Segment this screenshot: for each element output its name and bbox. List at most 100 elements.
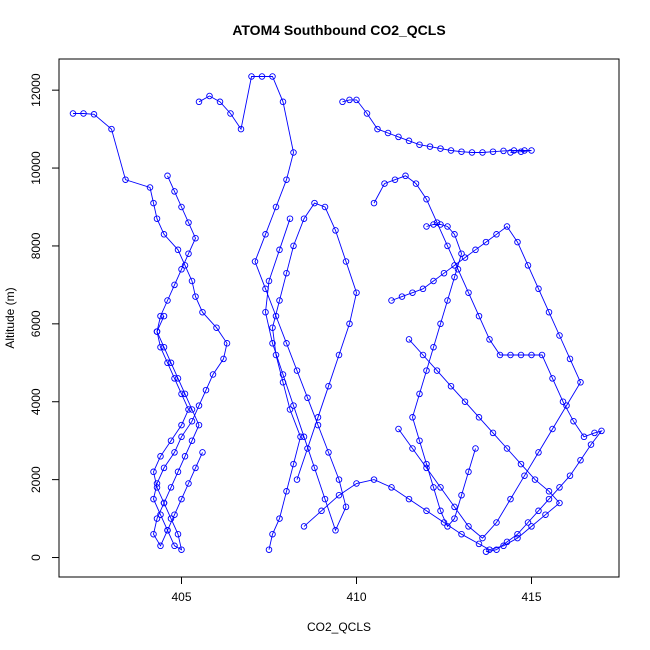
series-7 bbox=[409, 221, 479, 530]
data-point bbox=[157, 312, 164, 320]
x-tick-label: 405 bbox=[171, 590, 191, 604]
data-point bbox=[346, 320, 353, 328]
data-point bbox=[265, 546, 273, 553]
data-point bbox=[262, 308, 269, 316]
data-point bbox=[290, 402, 297, 409]
data-point bbox=[199, 308, 206, 316]
data-point bbox=[391, 176, 399, 183]
data-point bbox=[258, 73, 266, 80]
data-point bbox=[507, 149, 514, 156]
data-point bbox=[545, 308, 553, 316]
data-point bbox=[279, 98, 287, 106]
data-point bbox=[311, 199, 318, 207]
data-point bbox=[171, 188, 178, 195]
data-point bbox=[479, 534, 486, 542]
data-point bbox=[503, 223, 511, 230]
data-point bbox=[346, 96, 353, 104]
data-point bbox=[493, 519, 500, 526]
data-point bbox=[185, 480, 192, 487]
data-point bbox=[374, 125, 381, 133]
data-point bbox=[388, 297, 395, 304]
data-point bbox=[164, 527, 171, 534]
data-point bbox=[423, 223, 430, 230]
data-point bbox=[286, 215, 294, 222]
data-point bbox=[556, 332, 563, 339]
data-point bbox=[150, 495, 157, 503]
data-point bbox=[185, 250, 192, 257]
series-line bbox=[373, 175, 603, 553]
data-point bbox=[416, 141, 423, 148]
data-point bbox=[444, 297, 451, 304]
data-point bbox=[388, 484, 395, 491]
data-point bbox=[181, 453, 189, 460]
data-point bbox=[489, 148, 497, 155]
data-point bbox=[468, 149, 476, 156]
data-point bbox=[192, 293, 199, 300]
data-point bbox=[325, 449, 332, 456]
data-point bbox=[90, 111, 98, 118]
data-point bbox=[167, 359, 175, 367]
data-point bbox=[437, 221, 444, 228]
data-point bbox=[178, 266, 185, 273]
data-point bbox=[524, 519, 532, 526]
data-point bbox=[342, 258, 350, 265]
data-point bbox=[318, 507, 325, 515]
data-point bbox=[237, 125, 245, 133]
data-point bbox=[405, 336, 413, 343]
data-point bbox=[335, 351, 343, 359]
data-point bbox=[202, 386, 210, 394]
data-point bbox=[171, 449, 178, 456]
data-point bbox=[185, 219, 192, 226]
data-point bbox=[279, 371, 287, 378]
data-point bbox=[272, 351, 280, 359]
data-point bbox=[444, 242, 451, 250]
data-point bbox=[325, 382, 332, 390]
data-point bbox=[489, 429, 497, 437]
data-point bbox=[160, 499, 168, 507]
plot-area bbox=[69, 73, 605, 555]
data-point bbox=[188, 406, 196, 413]
data-point bbox=[157, 511, 164, 518]
data-point bbox=[150, 530, 157, 538]
data-point bbox=[265, 277, 273, 285]
data-point bbox=[321, 495, 329, 503]
data-point bbox=[475, 312, 483, 320]
data-point bbox=[507, 495, 514, 503]
data-point bbox=[570, 417, 577, 425]
x-tick-label: 415 bbox=[521, 590, 541, 604]
data-point bbox=[153, 515, 161, 522]
data-point bbox=[566, 472, 574, 479]
data-point bbox=[461, 254, 469, 261]
data-point bbox=[178, 495, 185, 503]
data-point bbox=[542, 511, 549, 518]
series-2 bbox=[195, 73, 350, 534]
data-point bbox=[419, 351, 427, 359]
data-point bbox=[293, 367, 301, 374]
data-point bbox=[353, 480, 360, 487]
data-point bbox=[500, 147, 507, 155]
data-point bbox=[248, 73, 255, 80]
data-point bbox=[153, 215, 161, 222]
data-point bbox=[335, 491, 343, 499]
data-point bbox=[444, 223, 451, 230]
data-point bbox=[514, 530, 521, 538]
data-point bbox=[192, 234, 199, 242]
data-point bbox=[384, 129, 392, 137]
x-axis: 405 410 415 bbox=[171, 577, 542, 604]
series-4 bbox=[339, 96, 535, 156]
data-point bbox=[279, 379, 287, 386]
data-point bbox=[437, 145, 444, 152]
series-1 bbox=[150, 172, 206, 550]
data-point bbox=[178, 203, 185, 211]
data-point bbox=[398, 293, 406, 300]
data-point bbox=[451, 231, 458, 238]
data-point bbox=[300, 215, 308, 222]
data-point bbox=[276, 297, 283, 304]
data-point bbox=[269, 340, 276, 347]
data-point bbox=[192, 464, 199, 472]
data-point bbox=[171, 375, 178, 382]
series-6 bbox=[388, 223, 584, 542]
data-point bbox=[524, 262, 532, 269]
data-point bbox=[160, 312, 168, 320]
